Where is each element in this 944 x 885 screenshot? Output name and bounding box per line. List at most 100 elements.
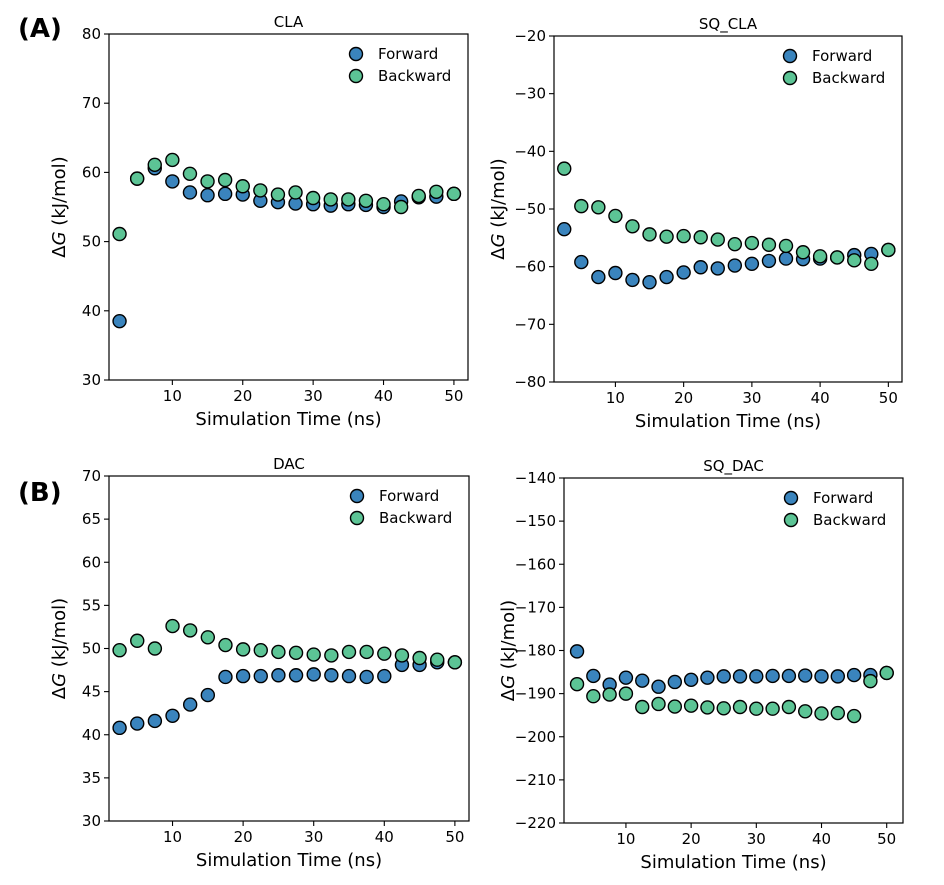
x-tick-label: 50 — [445, 828, 464, 846]
data-point-backward — [376, 197, 391, 212]
data-point-backward — [727, 236, 743, 252]
data-point-backward — [200, 174, 215, 189]
data-point-forward — [341, 668, 357, 684]
x-axis-label: Simulation Time (ns) — [640, 852, 826, 873]
legend-marker-forward — [349, 488, 365, 504]
data-point-backward — [716, 701, 731, 716]
data-point-forward — [165, 174, 180, 189]
y-tick-label: −180 — [515, 642, 556, 660]
y-axis-label-units: (kJ/mol) — [49, 156, 70, 231]
data-point-backward — [778, 238, 794, 254]
y-axis-label: ΔG (kJ/mol) — [498, 600, 519, 701]
data-point-backward — [700, 700, 715, 715]
x-tick-label: 30 — [304, 828, 323, 846]
x-tick-label: 10 — [616, 830, 635, 848]
legend-marker-backward — [348, 68, 364, 84]
y-tick-label: 80 — [82, 25, 101, 43]
x-tick-label: 30 — [747, 830, 766, 848]
data-point-forward — [271, 668, 286, 683]
y-tick-label: −60 — [514, 258, 546, 276]
legend-label-backward: Backward — [378, 67, 451, 85]
data-point-forward — [618, 670, 634, 685]
data-point-backward — [569, 676, 585, 692]
data-point-backward — [829, 250, 845, 265]
data-point-forward — [165, 708, 180, 723]
data-point-forward — [112, 720, 127, 736]
y-tick-label: −200 — [515, 728, 556, 746]
legend-label-forward: Forward — [379, 487, 439, 505]
data-point-backward — [830, 705, 846, 721]
data-point-forward — [182, 697, 198, 712]
y-axis-label: ΔG (kJ/mol) — [49, 598, 70, 699]
y-tick-label: 30 — [82, 812, 101, 830]
y-tick-label: 55 — [82, 596, 101, 614]
data-point-forward — [727, 258, 743, 273]
data-point-backward — [710, 232, 725, 247]
data-point-backward — [429, 184, 444, 199]
data-point-backward — [218, 637, 233, 653]
series-backward — [112, 152, 462, 242]
data-point-backward — [182, 623, 198, 638]
data-point-backward — [683, 698, 699, 713]
data-point-backward — [411, 188, 426, 204]
data-point-backward — [235, 642, 251, 657]
data-point-forward — [846, 667, 862, 683]
data-point-forward — [586, 668, 601, 684]
data-point-backward — [608, 208, 623, 224]
y-tick-label: −40 — [514, 142, 546, 160]
data-point-backward — [586, 689, 601, 704]
chart-dac: DAC 10 20 30 40 50 30 35 40 45 50 55 60 65 70 Simulatio… — [49, 455, 470, 871]
y-tick-label: 65 — [82, 510, 101, 528]
y-axis-label: ΔG (kJ/mol) — [49, 156, 70, 257]
x-tick-label: 20 — [234, 828, 253, 846]
data-point-backward — [642, 227, 657, 242]
data-point-backward — [112, 226, 127, 242]
y-tick-label: 70 — [82, 467, 101, 485]
data-point-forward — [765, 668, 780, 684]
data-point-backward — [591, 200, 606, 215]
data-point-forward — [253, 668, 268, 684]
y-tick-label: −80 — [514, 373, 546, 391]
y-tick-label: −140 — [515, 469, 556, 487]
data-point-forward — [642, 275, 657, 290]
y-tick-label: −190 — [515, 685, 556, 703]
y-axis-label-delta: Δ — [488, 247, 509, 260]
data-point-backward — [200, 630, 216, 645]
data-point-backward — [147, 157, 162, 172]
data-point-forward — [716, 669, 731, 684]
y-axis-label-var: G — [488, 233, 509, 247]
data-point-backward — [881, 242, 896, 258]
legend-marker-forward — [783, 490, 799, 506]
y-axis-label-var: G — [49, 673, 70, 687]
y-tick-label: −210 — [515, 771, 556, 789]
data-point-backward — [324, 648, 339, 663]
data-point-backward — [765, 701, 780, 716]
data-point-forward — [659, 269, 674, 285]
data-point-backward — [165, 618, 180, 634]
y-tick-label: 40 — [82, 302, 101, 320]
x-axis-label: Simulation Time (ns) — [196, 850, 382, 871]
y-tick-label: −20 — [514, 27, 546, 45]
chart-title: DAC — [273, 455, 305, 473]
data-point-forward — [288, 668, 304, 683]
data-point-backward — [651, 696, 666, 712]
data-point-forward — [324, 668, 339, 683]
legend-marker-forward — [348, 46, 364, 62]
data-point-forward — [130, 716, 145, 731]
y-tick-label: 35 — [82, 769, 101, 787]
chart-sq-dac: SQ_DAC 10 20 30 40 50 −220 −210 −200 −190 −180 −170… — [498, 457, 904, 873]
data-point-forward — [112, 313, 127, 329]
data-point-forward — [625, 272, 640, 288]
data-point-forward — [710, 261, 725, 276]
data-point-forward — [200, 188, 215, 203]
data-point-backward — [130, 633, 145, 648]
data-point-backward — [447, 655, 463, 670]
chart-title: CLA — [274, 13, 304, 31]
data-point-forward — [200, 687, 216, 703]
legend-label-backward: Backward — [813, 511, 886, 529]
y-tick-label: −220 — [515, 814, 556, 832]
x-tick-label: 50 — [877, 830, 896, 848]
y-axis-label: ΔG (kJ/mol) — [488, 158, 509, 259]
data-point-backward — [659, 229, 674, 244]
x-tick-label: 40 — [811, 389, 830, 407]
